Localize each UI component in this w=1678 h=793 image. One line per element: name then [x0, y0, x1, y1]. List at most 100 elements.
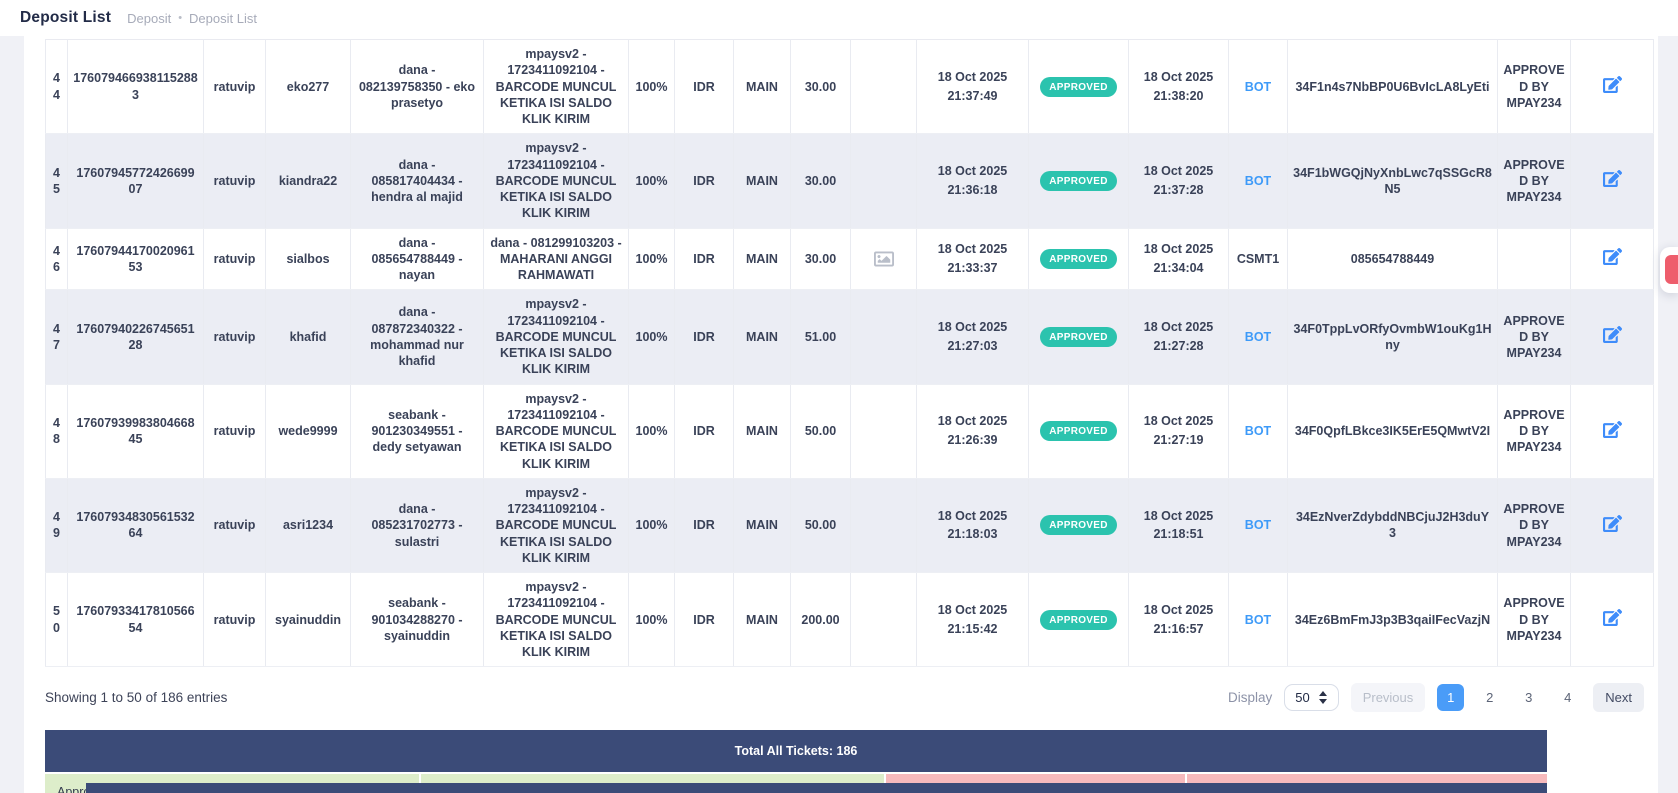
edit-button[interactable] [1602, 514, 1622, 533]
table-row: 46 1760794417002096153 ratuvip sialbos d… [45, 228, 1654, 291]
attachment-cell [850, 478, 917, 574]
deposit-table-container: 44 1760794669381152883 ratuvip eko277 da… [24, 36, 1658, 668]
approved-by: APPROVED BY MPAY234 [1497, 133, 1571, 229]
account-from: dana - 085817404434 - hendra al majid [350, 133, 484, 229]
pagination-page-1[interactable]: 1 [1437, 684, 1465, 712]
status-cell: APPROVED [1028, 39, 1129, 135]
currency: IDR [674, 228, 734, 291]
operator: BOT [1228, 133, 1288, 229]
edit-button[interactable] [1602, 169, 1622, 188]
transaction-id: 1760794022674565128 [67, 289, 204, 385]
breadcrumb: Deposit • Deposit List [127, 11, 257, 26]
reference-code: 085654788449 [1287, 228, 1498, 291]
username: kiandra22 [265, 133, 351, 229]
pagination-previous[interactable]: Previous [1350, 683, 1426, 713]
account-note: mpaysv2 - 1723411092104 - BARCODE MUNCUL… [483, 384, 629, 479]
fee-percent: 100% [628, 478, 675, 574]
operator: BOT [1228, 39, 1288, 135]
created-at: 18 Oct 2025 21:36:18 [916, 133, 1029, 229]
pagination-page-3[interactable]: 3 [1515, 684, 1542, 711]
status-cell: APPROVED [1028, 133, 1129, 229]
pen-square-icon [1602, 170, 1622, 188]
status-cell: APPROVED [1028, 289, 1129, 385]
table-row: 44 1760794669381152883 ratuvip eko277 da… [45, 39, 1654, 135]
page-header: Deposit List Deposit • Deposit List [0, 0, 1678, 36]
attachment-cell [850, 228, 917, 291]
breadcrumb-section[interactable]: Deposit [127, 10, 172, 26]
table-row: 47 1760794022674565128 ratuvip khafid da… [45, 289, 1654, 385]
status-badge: APPROVED [1040, 76, 1117, 97]
site: ratuvip [203, 572, 266, 668]
deposit-table: 44 1760794669381152883 ratuvip eko277 da… [45, 39, 1654, 668]
account-from: dana - 082139758350 - eko prasetyo [350, 39, 484, 135]
pen-square-icon [1602, 514, 1622, 532]
account-from: seabank - 901230349551 - dedy setyawan [350, 384, 484, 479]
processed-at: 18 Oct 2025 21:18:51 [1128, 478, 1229, 574]
processed-at: 18 Oct 2025 21:27:19 [1128, 384, 1229, 479]
pen-square-icon [1602, 420, 1622, 438]
operator: BOT [1228, 289, 1288, 385]
processed-at: 18 Oct 2025 21:37:28 [1128, 133, 1229, 229]
account-from: dana - 085654788449 - nayan [350, 228, 484, 291]
created-at: 18 Oct 2025 21:37:49 [916, 39, 1029, 135]
status-badge: APPROVED [1040, 170, 1117, 191]
currency: IDR [674, 39, 734, 135]
edit-button[interactable] [1602, 608, 1622, 627]
wallet-type: MAIN [733, 572, 791, 668]
image-icon[interactable] [873, 249, 894, 269]
reference-code: 34EzNverZdybddNBCjuJ2H3duY3 [1287, 478, 1498, 574]
edit-button[interactable] [1602, 247, 1622, 266]
status-badge: APPROVED [1040, 515, 1117, 536]
fee-percent: 100% [628, 228, 675, 291]
pagination-next[interactable]: Next [1593, 683, 1644, 713]
table-row: 45 1760794577242669907 ratuvip kiandra22… [45, 133, 1654, 229]
status-badge: APPROVED [1040, 248, 1117, 269]
secondary-summary-header-bar [86, 783, 1547, 793]
row-number: 49 [45, 478, 68, 574]
actions-cell [1570, 384, 1654, 479]
reference-code: 34F1n4s7NbBP0U6BvIcLA8LyEti [1287, 39, 1498, 135]
actions-cell [1570, 133, 1654, 229]
account-note: dana - 081299103203 - MAHARANI ANGGI RAH… [483, 228, 629, 291]
pagination-page-4[interactable]: 4 [1554, 684, 1581, 711]
amount: 50.00 [790, 384, 851, 479]
actions-cell [1570, 39, 1654, 135]
account-from: dana - 085231702773 - sulastri [350, 478, 484, 574]
pagination-page-2[interactable]: 2 [1476, 684, 1503, 711]
edit-button[interactable] [1602, 75, 1622, 94]
floating-action-button[interactable] [1665, 255, 1678, 284]
username: wede9999 [265, 384, 351, 479]
row-number: 46 [45, 228, 68, 291]
account-note: mpaysv2 - 1723411092104 - BARCODE MUNCUL… [483, 478, 629, 574]
approved-by: APPROVED BY MPAY234 [1497, 572, 1571, 668]
reference-code: 34Ez6BmFmJ3p3B3qaiIFecVazjN [1287, 572, 1498, 668]
account-from: seabank - 901034288270 - syainuddin [350, 572, 484, 668]
page-title: Deposit List [20, 9, 112, 26]
edit-button[interactable] [1602, 420, 1622, 439]
currency: IDR [674, 384, 734, 479]
username: asri1234 [265, 478, 351, 574]
table-row: 49 1760793483056153264 ratuvip asri1234 … [45, 478, 1654, 574]
status-badge: APPROVED [1040, 609, 1117, 630]
row-number: 47 [45, 289, 68, 385]
currency: IDR [674, 133, 734, 229]
status-badge: APPROVED [1040, 421, 1117, 442]
created-at: 18 Oct 2025 21:33:37 [916, 228, 1029, 291]
breadcrumb-page[interactable]: Deposit List [189, 10, 257, 26]
status-cell: APPROVED [1028, 572, 1129, 668]
edit-button[interactable] [1602, 325, 1622, 344]
status-badge: APPROVED [1040, 326, 1117, 347]
pen-square-icon [1602, 609, 1622, 626]
status-cell: APPROVED [1028, 228, 1129, 291]
username: sialbos [265, 228, 351, 291]
reference-code: 34F1bWGQjNyXnbLwc7qSSGcR8N5 [1287, 133, 1498, 229]
wallet-type: MAIN [733, 384, 791, 479]
display-label: Display [1227, 690, 1273, 706]
fee-percent: 100% [628, 572, 675, 668]
entries-info: Showing 1 to 50 of 186 entries [45, 690, 228, 706]
amount: 30.00 [790, 39, 851, 135]
account-note: mpaysv2 - 1723411092104 - BARCODE MUNCUL… [483, 289, 629, 385]
processed-at: 18 Oct 2025 21:16:57 [1128, 572, 1229, 668]
amount: 30.00 [790, 228, 851, 291]
page-size-select[interactable]: 50 [1284, 684, 1339, 712]
